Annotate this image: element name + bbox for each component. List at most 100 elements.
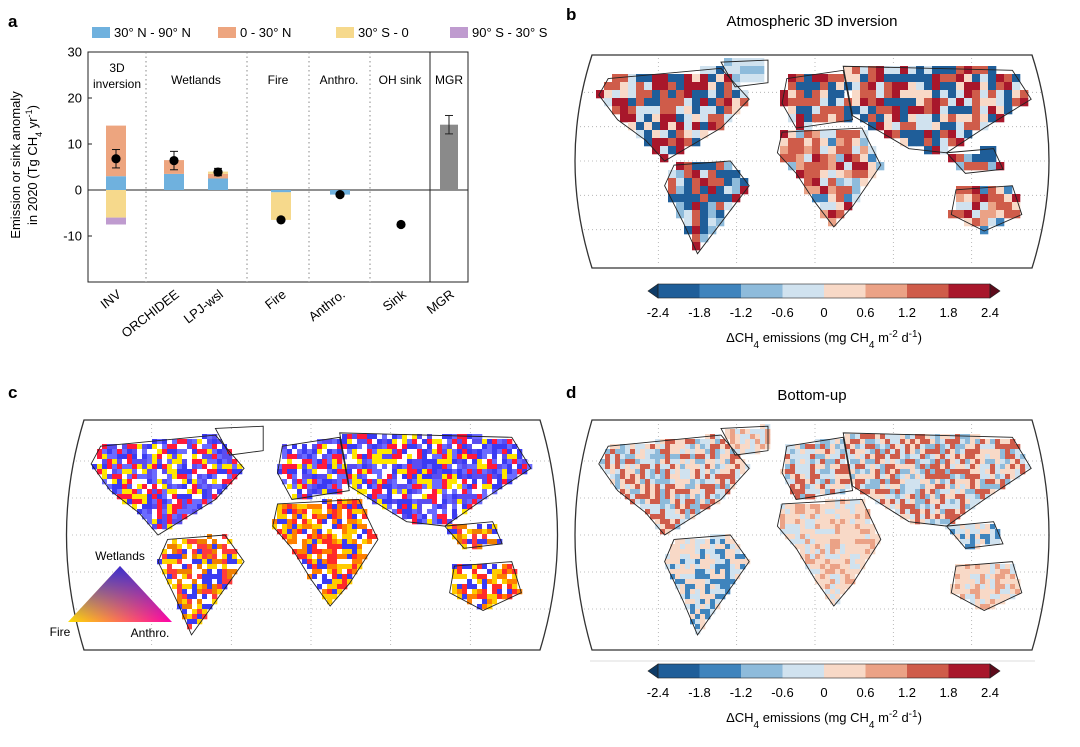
map-cell xyxy=(715,444,721,450)
map-cell xyxy=(202,609,208,615)
map-cell xyxy=(432,519,438,525)
map-cell xyxy=(835,554,841,560)
map-cell xyxy=(925,509,931,515)
map-cell xyxy=(700,170,709,179)
map-cell xyxy=(800,534,806,540)
map-cell xyxy=(840,524,846,530)
map-cell xyxy=(700,574,706,580)
map-cell xyxy=(322,539,328,545)
map-cell xyxy=(297,484,303,490)
map-cell xyxy=(865,529,871,535)
map-cell xyxy=(948,122,957,131)
map-cell xyxy=(785,444,791,450)
map-cell xyxy=(965,574,971,580)
map-cell xyxy=(955,449,961,455)
map-cell xyxy=(212,584,218,590)
map-cell xyxy=(517,589,523,595)
map-cell xyxy=(272,524,278,530)
map-cell xyxy=(950,454,956,460)
map-cell xyxy=(392,469,398,475)
map-cell xyxy=(868,74,877,83)
map-cell xyxy=(487,484,493,490)
map-cell xyxy=(287,474,293,480)
map-cell xyxy=(788,114,797,123)
map-cell xyxy=(497,564,503,570)
map-cell xyxy=(197,589,203,595)
map-cell xyxy=(945,504,951,510)
map-cell xyxy=(695,439,701,445)
map-cell xyxy=(685,549,691,555)
map-cell xyxy=(147,489,153,495)
map-cell xyxy=(910,509,916,515)
map-cell xyxy=(800,479,806,485)
map-cell xyxy=(828,178,837,187)
map-cell xyxy=(840,534,846,540)
map-cell xyxy=(716,210,725,219)
map-cell xyxy=(472,459,478,465)
map-cell xyxy=(932,146,941,155)
map-cell xyxy=(692,122,701,131)
map-cell xyxy=(387,474,393,480)
map-cell xyxy=(427,469,433,475)
map-cell xyxy=(830,454,836,460)
map-cell xyxy=(720,454,726,460)
map-cell xyxy=(197,444,203,450)
map-cell xyxy=(796,82,805,91)
map-cell xyxy=(487,474,493,480)
map-cell xyxy=(845,444,851,450)
colorbar-frame xyxy=(657,283,991,299)
x-tick-label-5: Sink xyxy=(380,286,410,314)
map-cell xyxy=(187,564,193,570)
map-cell xyxy=(740,444,746,450)
map-cell xyxy=(462,479,468,485)
map-cell xyxy=(815,529,821,535)
map-cell xyxy=(716,186,725,195)
map-cell xyxy=(895,499,901,505)
map-cell xyxy=(337,544,343,550)
map-cell xyxy=(908,82,917,91)
map-cell xyxy=(492,444,498,450)
map-title-d: Bottom-up xyxy=(777,387,846,404)
map-cell xyxy=(407,494,413,500)
map-cell xyxy=(312,579,318,585)
map-cell xyxy=(684,114,693,123)
map-cell xyxy=(492,439,498,445)
map-cell xyxy=(162,454,168,460)
map-cell xyxy=(192,544,198,550)
map-cell xyxy=(785,514,791,520)
map-cell xyxy=(212,539,218,545)
map-cell xyxy=(337,589,343,595)
map-cell xyxy=(975,574,981,580)
map-cell xyxy=(187,554,193,560)
map-cell xyxy=(820,90,829,99)
map-cell xyxy=(868,66,877,75)
map-cell xyxy=(980,584,986,590)
map-cell xyxy=(692,178,701,187)
map-cell xyxy=(402,504,408,510)
map-cell xyxy=(482,564,488,570)
map-cell xyxy=(795,449,801,455)
map-cell xyxy=(197,584,203,590)
map-cell xyxy=(377,474,383,480)
map-cell xyxy=(900,114,909,123)
map-cell xyxy=(900,439,906,445)
map-cell xyxy=(317,544,323,550)
ternary-label-fire: Fire xyxy=(50,625,71,639)
map-cell xyxy=(487,449,493,455)
map-cell xyxy=(990,449,996,455)
map-cell xyxy=(810,479,816,485)
map-cell xyxy=(407,509,413,515)
map-cell xyxy=(467,529,473,535)
map-cell xyxy=(990,489,996,495)
map-cell xyxy=(820,98,829,107)
map-cell xyxy=(292,539,298,545)
map-cell xyxy=(452,499,458,505)
map-cell xyxy=(302,529,308,535)
map-cell xyxy=(670,514,676,520)
map-cell xyxy=(202,574,208,580)
map-cell xyxy=(835,529,841,535)
map-cell xyxy=(332,584,338,590)
map-cell xyxy=(142,474,148,480)
map-cell xyxy=(117,494,123,500)
map-cell xyxy=(812,130,821,139)
